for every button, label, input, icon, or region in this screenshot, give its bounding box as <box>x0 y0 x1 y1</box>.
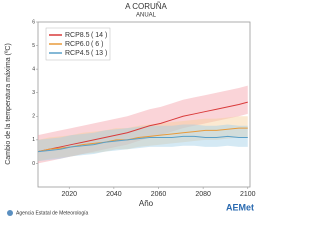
x-tick-label: 2100 <box>240 191 256 198</box>
source: Agencia Estatal de Meteorología <box>16 210 88 216</box>
y-tick-label: 4 <box>32 66 35 72</box>
logo: AEMet <box>226 202 254 212</box>
chart: A CORUÑA ANUAL Cambio de la temperatura … <box>5 2 256 216</box>
x-tick-label: 2080 <box>195 191 211 198</box>
legend-count: ( 13 ) <box>91 50 107 57</box>
y-tick-label: 0 <box>32 161 35 167</box>
x-tick-label: 2040 <box>106 191 122 198</box>
x-tick-label: 2060 <box>151 191 167 198</box>
legend-count: ( 14 ) <box>91 32 107 39</box>
legend-label: RCP6.0 <box>65 41 90 48</box>
chart-title: A CORUÑA <box>125 2 167 11</box>
y-axis-label: Cambio de la temperatura máxima (ºC) <box>5 43 12 165</box>
band <box>38 124 248 162</box>
legend-label: RCP4.5 <box>65 50 90 57</box>
plot-frame <box>37 21 251 188</box>
y-tick-label: 6 <box>32 19 35 25</box>
x-axis-label: Año <box>139 199 154 208</box>
source-icon <box>7 210 13 216</box>
y-tick-label: 3 <box>32 90 35 96</box>
line <box>37 135 248 153</box>
y-tick-label: 2 <box>32 114 35 120</box>
legend-label: RCP8.5 <box>65 32 90 39</box>
line <box>37 101 248 153</box>
y-tick-label: 1 <box>32 137 35 143</box>
legend-count: ( 6 ) <box>91 41 103 48</box>
x-tick-label: 2020 <box>61 191 77 198</box>
y-tick-label: 5 <box>32 43 35 49</box>
chart-subtitle: ANUAL <box>136 13 157 19</box>
